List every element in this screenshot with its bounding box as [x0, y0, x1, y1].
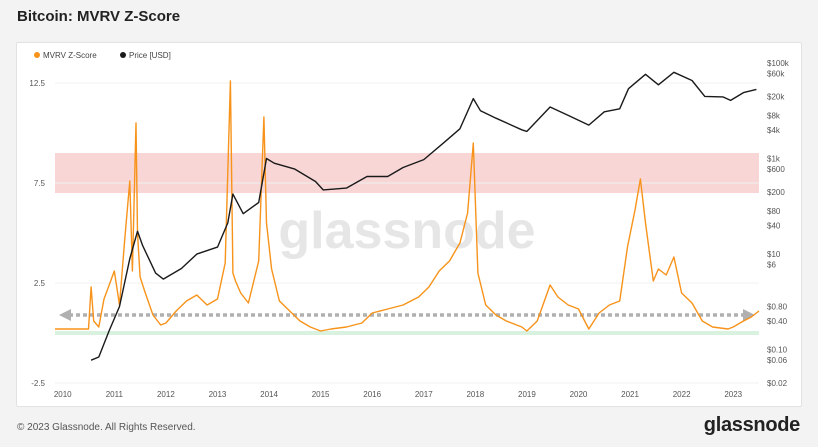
- legend-marker: [34, 52, 40, 58]
- y-right-tick-label: $0.02: [767, 379, 788, 388]
- x-tick-label: 2016: [363, 390, 381, 399]
- reference-arrow-right-head: [743, 309, 755, 321]
- x-tick-label: 2011: [106, 390, 124, 399]
- chart-card: glassnode -2.5 2.5 7.5 12.5 $100k $60k $20k $8k $…: [16, 42, 802, 407]
- y-right-tick-label: $8k: [767, 111, 781, 120]
- legend-label: MVRV Z-Score: [43, 51, 97, 60]
- x-tick-label: 2022: [673, 390, 691, 399]
- copyright-footer: © 2023 Glassnode. All Rights Reserved.: [17, 422, 196, 433]
- x-tick-label: 2014: [260, 390, 278, 399]
- y-right-tick-label: $40: [767, 221, 781, 230]
- y-right-tick-label: $1k: [767, 155, 781, 164]
- legend-marker: [120, 52, 126, 58]
- x-tick-label: 2019: [518, 390, 536, 399]
- y-right-tick-label: $0.10: [767, 346, 788, 355]
- y-left-tick-label: 2.5: [34, 279, 46, 288]
- y-left-tick-label: -2.5: [31, 379, 45, 388]
- y-right-tick-label: $0.06: [767, 356, 788, 365]
- x-tick-label: 2021: [621, 390, 639, 399]
- reference-arrow-left-head: [59, 309, 71, 321]
- y-right-tick-label: $80: [767, 207, 781, 216]
- y-right-tick-label: $20k: [767, 92, 785, 101]
- y-right-tick-label: $4k: [767, 126, 781, 135]
- x-tick-label: 2013: [209, 390, 227, 399]
- y-right-tick-label: $200: [767, 188, 785, 197]
- page-title: Bitcoin: MVRV Z-Score: [17, 8, 181, 25]
- y-right-tick-label: $0.40: [767, 317, 788, 326]
- mvrv-zscore-line: [55, 80, 760, 332]
- green-band: [55, 331, 759, 335]
- y-right-tick-label: $60k: [767, 70, 785, 79]
- y-left-tick-label: 12.5: [29, 79, 45, 88]
- y-right-tick-label: $0.80: [767, 302, 788, 311]
- watermark-logo: glassnode: [278, 202, 535, 260]
- y-right-tick-label: $100k: [767, 59, 790, 68]
- price-line: [90, 71, 757, 361]
- y-right-tick-label: $10: [767, 250, 781, 259]
- x-tick-label: 2010: [54, 390, 72, 399]
- x-tick-label: 2023: [724, 390, 742, 399]
- y-right-tick-label: $600: [767, 165, 785, 174]
- y-left-tick-label: 7.5: [34, 179, 46, 188]
- x-tick-label: 2012: [157, 390, 175, 399]
- chart-svg: glassnode -2.5 2.5 7.5 12.5 $100k $60k $20k $8k $…: [29, 51, 790, 399]
- x-tick-label: 2017: [415, 390, 433, 399]
- x-tick-label: 2020: [570, 390, 588, 399]
- y-right-tick-label: $6: [767, 261, 776, 270]
- x-tick-label: 2015: [312, 390, 330, 399]
- x-tick-label: 2018: [466, 390, 484, 399]
- legend-label: Price [USD]: [129, 51, 171, 60]
- brand-logo[interactable]: glassnode: [703, 414, 801, 436]
- red-band: [55, 153, 759, 193]
